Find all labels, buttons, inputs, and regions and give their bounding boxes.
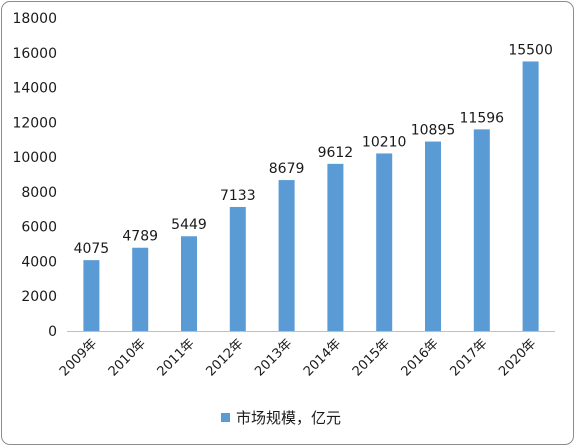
x-tick-label: 2009年 [57,336,100,379]
legend-label: 市场规模，亿元 [236,409,341,427]
bar [473,129,490,331]
y-axis-ticks: 0 2000 4000 6000 8000 10000 12000 14000 16000 180… [12,11,57,340]
y-tick-label: 14000 [12,81,57,97]
data-label: 9612 [318,145,354,161]
x-axis-ticks: 2009年 2010年 2011年 2012年 2013年 2014年 2015年 2016年… [57,336,539,379]
x-tick-label: 2015年 [350,336,393,379]
y-tick-label: 10000 [12,150,57,166]
legend-swatch [221,413,230,422]
x-tick-label: 2017年 [447,336,490,379]
x-tick-label: 2013年 [252,336,295,379]
y-tick-label: 8000 [21,185,57,201]
bar [327,163,344,331]
bar [229,206,246,331]
bar [181,236,197,331]
bar [376,153,393,331]
y-tick-label: 18000 [12,11,57,27]
bar [83,260,100,331]
data-label: 8679 [269,161,305,177]
data-label: 11596 [460,110,505,126]
x-tick-label: 2020年 [496,336,539,379]
bar [425,141,441,331]
x-tick-label: 2016年 [399,336,442,379]
bar [278,180,295,331]
bar [522,61,539,331]
data-label: 4789 [122,229,158,245]
data-label: 4075 [74,241,110,257]
x-tick-label: 2010年 [106,336,149,379]
bar [132,247,149,331]
x-tick-label: 2011年 [155,336,198,379]
data-label: 7133 [220,188,256,204]
y-tick-label: 0 [48,324,57,340]
x-tick-label: 2014年 [301,336,344,379]
data-label: 10895 [411,123,456,139]
data-label: 10210 [362,134,407,150]
legend: 市场规模，亿元 [221,409,341,427]
data-label: 15500 [508,42,553,58]
y-tick-label: 2000 [21,289,57,305]
y-tick-label: 16000 [12,46,57,62]
data-label: 5449 [171,217,207,233]
y-tick-label: 12000 [12,115,57,131]
y-tick-label: 4000 [21,254,57,270]
x-tick-label: 2012年 [203,336,246,379]
y-tick-label: 6000 [21,220,57,236]
bars [83,61,539,331]
